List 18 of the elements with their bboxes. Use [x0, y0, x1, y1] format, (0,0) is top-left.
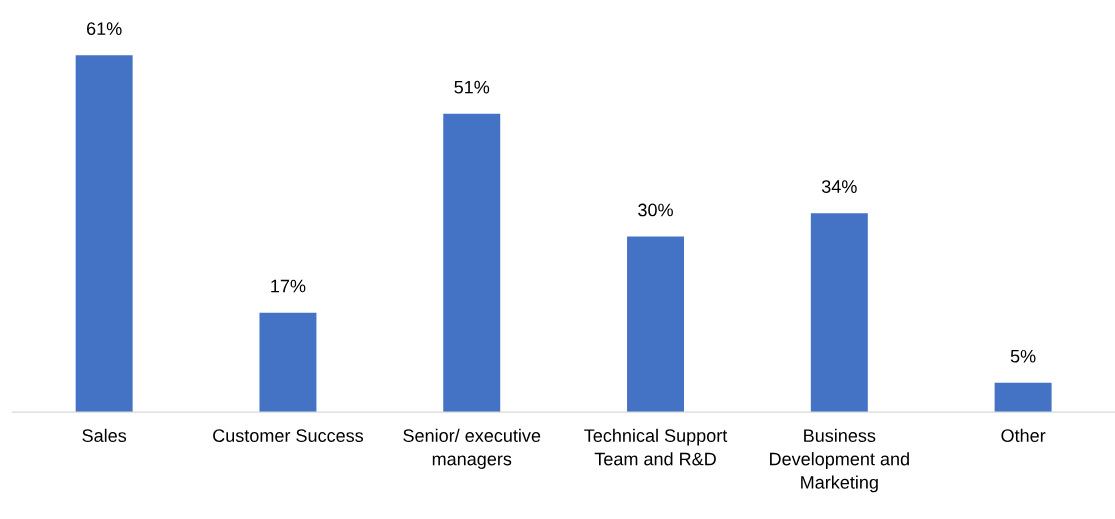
x-tick-label: Business Development and Marketing: [770, 428, 909, 493]
data-label: 17%: [271, 279, 306, 293]
data-label: 61%: [87, 22, 122, 36]
x-tick-label: Senior/ executive managers: [403, 428, 541, 469]
bar: [259, 312, 317, 413]
data-label: 5%: [1010, 349, 1036, 363]
x-tick-label: Customer Success: [213, 429, 364, 443]
bar: [443, 113, 501, 413]
bar: [75, 55, 133, 413]
data-label: 34%: [821, 180, 857, 193]
data-label: 30%: [638, 203, 673, 217]
bar: [627, 236, 685, 413]
bar: [810, 213, 868, 413]
x-tick-label: Technical Support Team and R&D: [584, 428, 728, 466]
data-label: 51%: [454, 80, 490, 94]
x-tick-label: Sales: [82, 428, 127, 443]
bar: [994, 382, 1052, 413]
x-tick-label: Other: [1001, 428, 1046, 443]
